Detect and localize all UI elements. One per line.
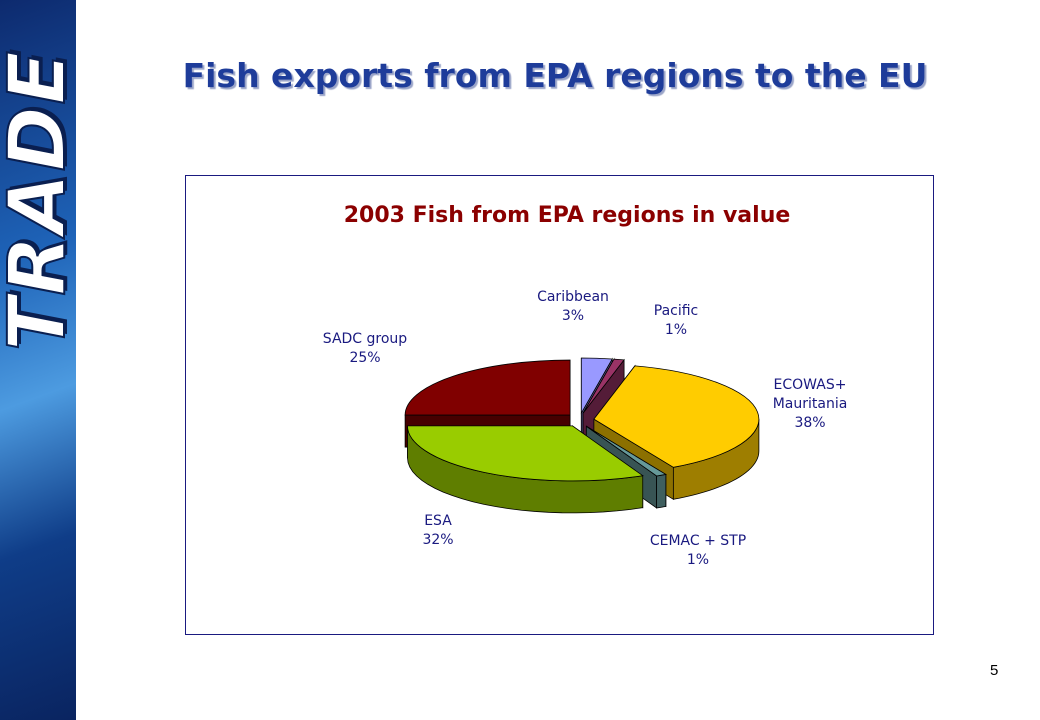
slice-value: 32% bbox=[422, 532, 454, 548]
slice bbox=[580, 357, 613, 415]
slice-side bbox=[656, 473, 667, 509]
slice-value: 1% bbox=[664, 322, 688, 338]
slice-value: 25% bbox=[349, 350, 381, 366]
slice-label: CEMAC + STP 1% bbox=[628, 532, 768, 570]
slice-value: 38% bbox=[794, 415, 826, 431]
slice bbox=[407, 425, 644, 482]
slice-label: Pacific 1% bbox=[636, 302, 716, 340]
slice bbox=[582, 358, 625, 414]
slice-name: Pacific bbox=[653, 303, 699, 319]
slice bbox=[404, 359, 571, 416]
slice-name: CEMAC + STP bbox=[649, 533, 747, 549]
slice-label: ESA 32% bbox=[393, 512, 483, 550]
slice bbox=[586, 425, 667, 477]
slice-label: SADC group 25% bbox=[295, 330, 435, 368]
slice-label: ECOWAS+ Mauritania 38% bbox=[765, 376, 855, 433]
slice-name: Caribbean bbox=[537, 289, 609, 305]
slice-label: Caribbean 3% bbox=[523, 288, 623, 326]
slide-title: Fish exports from EPA regions to the EU bbox=[182, 56, 928, 95]
slice-value: 3% bbox=[561, 308, 585, 324]
chart-title: 2003 Fish from EPA regions in value bbox=[344, 203, 791, 228]
slice-name: ESA bbox=[424, 513, 452, 529]
brand-strip: TRADE bbox=[0, 0, 84, 720]
slice bbox=[593, 365, 760, 468]
page-number: 5 bbox=[990, 662, 999, 679]
slice-value: 1% bbox=[686, 552, 710, 568]
slice-name: ECOWAS+ Mauritania bbox=[772, 377, 848, 412]
slice-name: SADC group bbox=[322, 331, 408, 347]
chart-frame bbox=[185, 175, 934, 635]
